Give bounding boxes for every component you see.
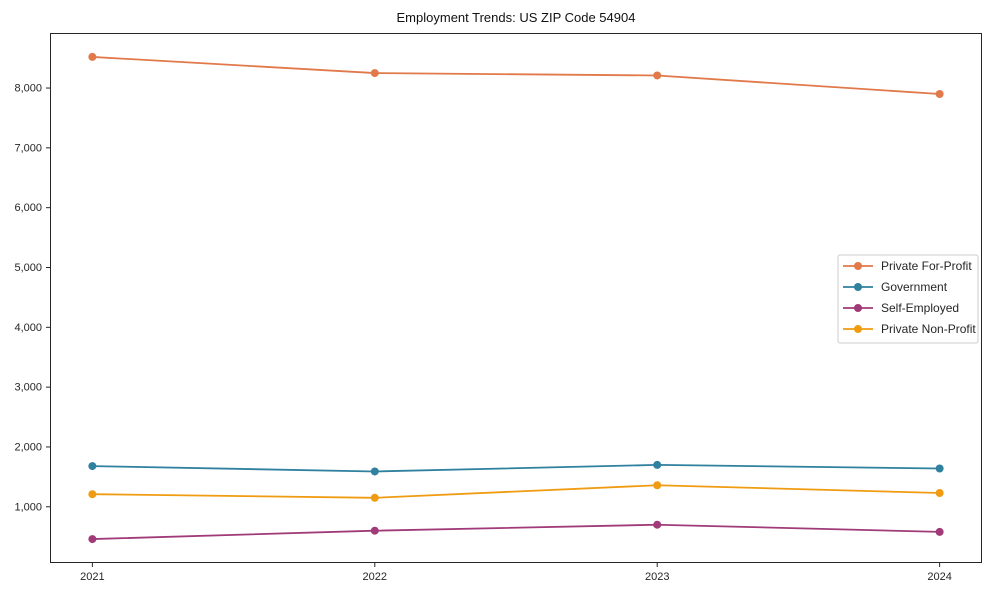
chart-title: Employment Trends: US ZIP Code 54904 [396,10,636,25]
legend-marker [854,262,862,270]
series-private-for-profit [88,52,944,99]
legend: Private For-Profit Government Self-Employe… [837,254,979,344]
series-government [88,460,944,476]
x-axis: 2021 2022 2023 2024 [80,563,952,583]
data-point-marker [935,464,944,473]
legend-box [837,254,979,344]
data-point-marker [653,460,662,469]
legend-label: Government [881,280,948,294]
y-tick-label: 8,000 [14,83,42,95]
y-axis: 1,000 2,000 3,000 4,000 5,000 6,000 7,000 8,000 [14,83,50,513]
legend-label: Private For-Profit [881,259,972,273]
data-point-marker [653,71,662,80]
x-tick-label: 2022 [363,571,387,583]
legend-label: Self-Employed [881,301,959,315]
y-tick-label: 2,000 [14,441,42,453]
legend-label: Private Non-Profit [881,322,976,336]
data-point-marker [935,489,944,498]
data-point-marker [370,69,379,78]
legend-marker [854,325,862,333]
y-tick-label: 5,000 [14,262,42,274]
legend-marker [854,304,862,312]
y-tick-label: 7,000 [14,142,42,154]
series-line [92,523,940,540]
x-tick-label: 2021 [80,571,104,583]
data-point-marker [370,467,379,476]
legend-item-private-non-profit: Private Non-Profit [843,322,976,336]
data-point-marker [370,493,379,502]
y-tick-label: 6,000 [14,202,42,214]
data-point-marker [935,90,944,99]
x-tick-label: 2023 [645,571,669,583]
data-point-marker [88,462,97,471]
data-point-marker [88,535,97,544]
data-point-marker [88,52,97,61]
x-tick-label: 2024 [927,571,951,583]
data-point-marker [88,490,97,499]
series-self-employed [88,520,944,544]
legend-marker [854,283,862,291]
y-tick-label: 3,000 [14,382,42,394]
series-line [92,463,940,473]
data-point-marker [653,520,662,529]
series-line [92,484,940,499]
y-tick-label: 1,000 [14,501,42,513]
data-point-marker [370,526,379,535]
data-point-marker [935,527,944,536]
series-private-non-profit [88,481,944,502]
legend-item-private-for-profit: Private For-Profit [843,259,972,273]
legend-item-government: Government [843,280,948,294]
y-tick-label: 4,000 [14,322,42,334]
data-point-marker [653,481,662,490]
legend-item-self-employed: Self-Employed [843,301,959,315]
plot-border [50,33,982,563]
series-line [92,56,940,95]
